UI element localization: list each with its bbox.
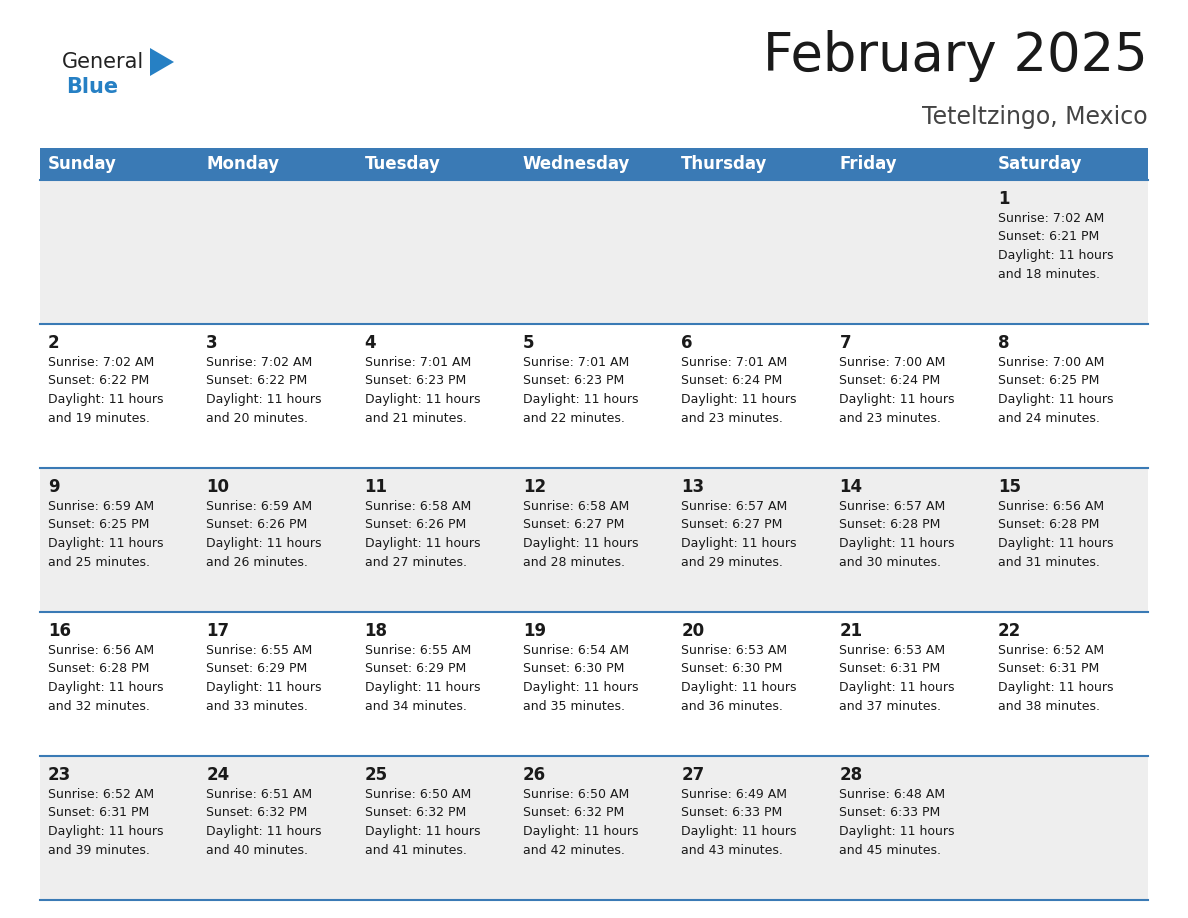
Bar	[40, 756, 1148, 900]
Text: 22: 22	[998, 622, 1020, 640]
Text: Sunrise: 6:55 AM
Sunset: 6:29 PM
Daylight: 11 hours
and 33 minutes.: Sunrise: 6:55 AM Sunset: 6:29 PM Dayligh…	[207, 644, 322, 712]
Text: Sunrise: 6:56 AM
Sunset: 6:28 PM
Daylight: 11 hours
and 32 minutes.: Sunrise: 6:56 AM Sunset: 6:28 PM Dayligh…	[48, 644, 164, 712]
Text: Sunrise: 6:49 AM
Sunset: 6:33 PM
Daylight: 11 hours
and 43 minutes.: Sunrise: 6:49 AM Sunset: 6:33 PM Dayligh…	[681, 788, 797, 856]
Text: 8: 8	[998, 334, 1010, 352]
Text: 25: 25	[365, 766, 387, 784]
Text: Sunrise: 6:54 AM
Sunset: 6:30 PM
Daylight: 11 hours
and 35 minutes.: Sunrise: 6:54 AM Sunset: 6:30 PM Dayligh…	[523, 644, 638, 712]
Text: Sunday: Sunday	[48, 155, 116, 173]
Text: Sunrise: 7:01 AM
Sunset: 6:24 PM
Daylight: 11 hours
and 23 minutes.: Sunrise: 7:01 AM Sunset: 6:24 PM Dayligh…	[681, 356, 797, 424]
Bar	[40, 468, 1148, 612]
Text: Teteltzingo, Mexico: Teteltzingo, Mexico	[922, 105, 1148, 129]
Text: Sunrise: 6:50 AM
Sunset: 6:32 PM
Daylight: 11 hours
and 42 minutes.: Sunrise: 6:50 AM Sunset: 6:32 PM Dayligh…	[523, 788, 638, 856]
Text: Sunrise: 6:53 AM
Sunset: 6:31 PM
Daylight: 11 hours
and 37 minutes.: Sunrise: 6:53 AM Sunset: 6:31 PM Dayligh…	[840, 644, 955, 712]
Text: Sunrise: 6:58 AM
Sunset: 6:27 PM
Daylight: 11 hours
and 28 minutes.: Sunrise: 6:58 AM Sunset: 6:27 PM Dayligh…	[523, 500, 638, 568]
Bar	[40, 180, 1148, 324]
Text: Sunrise: 6:52 AM
Sunset: 6:31 PM
Daylight: 11 hours
and 38 minutes.: Sunrise: 6:52 AM Sunset: 6:31 PM Dayligh…	[998, 644, 1113, 712]
Text: Thursday: Thursday	[681, 155, 767, 173]
Text: Sunrise: 6:50 AM
Sunset: 6:32 PM
Daylight: 11 hours
and 41 minutes.: Sunrise: 6:50 AM Sunset: 6:32 PM Dayligh…	[365, 788, 480, 856]
Bar	[40, 612, 1148, 756]
Text: Sunrise: 6:55 AM
Sunset: 6:29 PM
Daylight: 11 hours
and 34 minutes.: Sunrise: 6:55 AM Sunset: 6:29 PM Dayligh…	[365, 644, 480, 712]
Text: 1: 1	[998, 190, 1010, 208]
Text: Sunrise: 6:56 AM
Sunset: 6:28 PM
Daylight: 11 hours
and 31 minutes.: Sunrise: 6:56 AM Sunset: 6:28 PM Dayligh…	[998, 500, 1113, 568]
Text: Sunrise: 6:59 AM
Sunset: 6:25 PM
Daylight: 11 hours
and 25 minutes.: Sunrise: 6:59 AM Sunset: 6:25 PM Dayligh…	[48, 500, 164, 568]
Text: Wednesday: Wednesday	[523, 155, 630, 173]
Text: 27: 27	[681, 766, 704, 784]
Text: 11: 11	[365, 478, 387, 496]
Text: 14: 14	[840, 478, 862, 496]
Text: Sunrise: 6:52 AM
Sunset: 6:31 PM
Daylight: 11 hours
and 39 minutes.: Sunrise: 6:52 AM Sunset: 6:31 PM Dayligh…	[48, 788, 164, 856]
Text: General: General	[62, 52, 144, 72]
Text: 18: 18	[365, 622, 387, 640]
Text: Tuesday: Tuesday	[365, 155, 441, 173]
Text: 9: 9	[48, 478, 59, 496]
Text: Monday: Monday	[207, 155, 279, 173]
Text: Sunrise: 7:02 AM
Sunset: 6:21 PM
Daylight: 11 hours
and 18 minutes.: Sunrise: 7:02 AM Sunset: 6:21 PM Dayligh…	[998, 212, 1113, 281]
Text: 28: 28	[840, 766, 862, 784]
Text: 4: 4	[365, 334, 377, 352]
Text: Sunrise: 6:58 AM
Sunset: 6:26 PM
Daylight: 11 hours
and 27 minutes.: Sunrise: 6:58 AM Sunset: 6:26 PM Dayligh…	[365, 500, 480, 568]
Text: Sunrise: 6:59 AM
Sunset: 6:26 PM
Daylight: 11 hours
and 26 minutes.: Sunrise: 6:59 AM Sunset: 6:26 PM Dayligh…	[207, 500, 322, 568]
Polygon shape	[150, 48, 173, 76]
Text: 20: 20	[681, 622, 704, 640]
Bar	[40, 148, 1148, 180]
Bar	[40, 324, 1148, 468]
Text: 12: 12	[523, 478, 546, 496]
Text: 13: 13	[681, 478, 704, 496]
Text: 15: 15	[998, 478, 1020, 496]
Text: Sunrise: 7:02 AM
Sunset: 6:22 PM
Daylight: 11 hours
and 20 minutes.: Sunrise: 7:02 AM Sunset: 6:22 PM Dayligh…	[207, 356, 322, 424]
Text: 3: 3	[207, 334, 217, 352]
Text: Friday: Friday	[840, 155, 897, 173]
Text: Sunrise: 7:02 AM
Sunset: 6:22 PM
Daylight: 11 hours
and 19 minutes.: Sunrise: 7:02 AM Sunset: 6:22 PM Dayligh…	[48, 356, 164, 424]
Text: Sunrise: 6:57 AM
Sunset: 6:27 PM
Daylight: 11 hours
and 29 minutes.: Sunrise: 6:57 AM Sunset: 6:27 PM Dayligh…	[681, 500, 797, 568]
Text: 24: 24	[207, 766, 229, 784]
Text: 5: 5	[523, 334, 535, 352]
Text: 7: 7	[840, 334, 851, 352]
Text: Sunrise: 7:01 AM
Sunset: 6:23 PM
Daylight: 11 hours
and 21 minutes.: Sunrise: 7:01 AM Sunset: 6:23 PM Dayligh…	[365, 356, 480, 424]
Text: 19: 19	[523, 622, 546, 640]
Text: February 2025: February 2025	[763, 30, 1148, 82]
Text: 26: 26	[523, 766, 546, 784]
Text: 6: 6	[681, 334, 693, 352]
Text: 21: 21	[840, 622, 862, 640]
Text: Sunrise: 7:01 AM
Sunset: 6:23 PM
Daylight: 11 hours
and 22 minutes.: Sunrise: 7:01 AM Sunset: 6:23 PM Dayligh…	[523, 356, 638, 424]
Text: Sunrise: 7:00 AM
Sunset: 6:25 PM
Daylight: 11 hours
and 24 minutes.: Sunrise: 7:00 AM Sunset: 6:25 PM Dayligh…	[998, 356, 1113, 424]
Text: Sunrise: 7:00 AM
Sunset: 6:24 PM
Daylight: 11 hours
and 23 minutes.: Sunrise: 7:00 AM Sunset: 6:24 PM Dayligh…	[840, 356, 955, 424]
Text: Sunrise: 6:51 AM
Sunset: 6:32 PM
Daylight: 11 hours
and 40 minutes.: Sunrise: 6:51 AM Sunset: 6:32 PM Dayligh…	[207, 788, 322, 856]
Text: Sunrise: 6:48 AM
Sunset: 6:33 PM
Daylight: 11 hours
and 45 minutes.: Sunrise: 6:48 AM Sunset: 6:33 PM Dayligh…	[840, 788, 955, 856]
Text: 16: 16	[48, 622, 71, 640]
Text: 17: 17	[207, 622, 229, 640]
Text: Sunrise: 6:53 AM
Sunset: 6:30 PM
Daylight: 11 hours
and 36 minutes.: Sunrise: 6:53 AM Sunset: 6:30 PM Dayligh…	[681, 644, 797, 712]
Text: Sunrise: 6:57 AM
Sunset: 6:28 PM
Daylight: 11 hours
and 30 minutes.: Sunrise: 6:57 AM Sunset: 6:28 PM Dayligh…	[840, 500, 955, 568]
Text: 23: 23	[48, 766, 71, 784]
Text: 10: 10	[207, 478, 229, 496]
Text: 2: 2	[48, 334, 59, 352]
Text: Blue: Blue	[67, 77, 118, 97]
Text: Saturday: Saturday	[998, 155, 1082, 173]
